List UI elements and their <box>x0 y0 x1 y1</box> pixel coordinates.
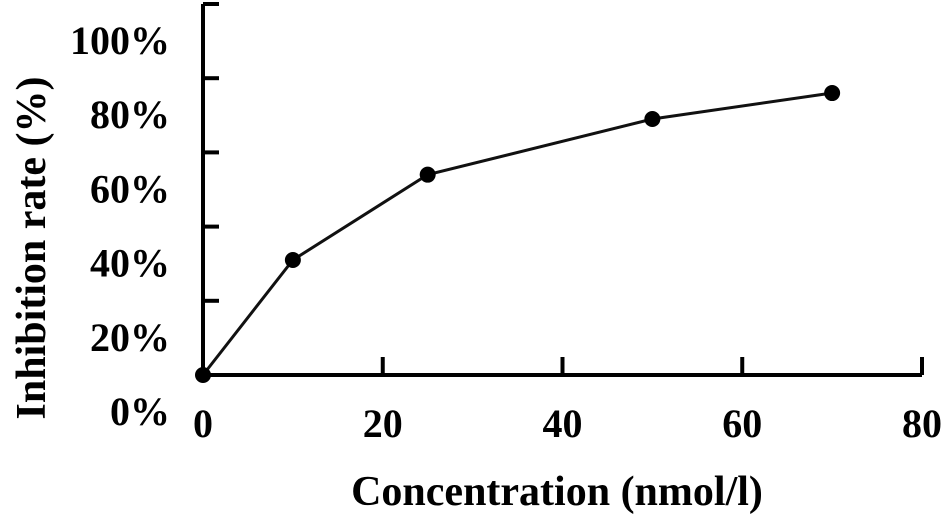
x-tick-group: 0 20 40 60 80 <box>193 357 942 446</box>
data-point <box>195 367 211 383</box>
data-point <box>284 251 301 268</box>
x-axis-title: Concentration (nmol/l) <box>351 469 763 515</box>
series-line <box>201 91 833 376</box>
y-tick-group: 0% 20% 40% 60% 80% 100% <box>70 2 219 434</box>
x-tick-label: 80 <box>902 401 942 446</box>
x-tick-label: 0 <box>193 401 213 446</box>
data-point <box>644 111 661 128</box>
y-tick-label: 40% <box>90 241 170 286</box>
y-tick-label: 60% <box>90 166 170 211</box>
data-point <box>419 166 436 183</box>
series-layer <box>195 85 841 383</box>
y-tick-label: 20% <box>90 315 170 360</box>
y-tick-label: 0% <box>110 389 170 434</box>
y-axis-title: Inhibition rate (%) <box>9 76 55 419</box>
data-point <box>824 85 841 102</box>
x-tick-label: 20 <box>363 401 403 446</box>
x-tick-label: 60 <box>722 401 762 446</box>
y-tick-label: 100% <box>70 18 170 63</box>
x-tick-label: 40 <box>543 401 583 446</box>
y-tick-label: 80% <box>90 92 170 137</box>
